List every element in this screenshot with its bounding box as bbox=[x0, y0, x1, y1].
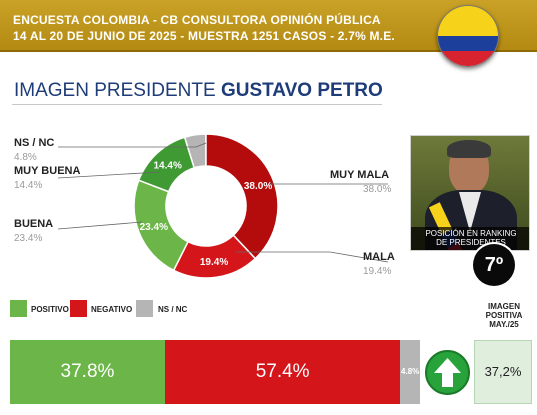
bar-segment-ns-nc: 4.8% bbox=[400, 340, 420, 404]
photo-caption-line2: DE PRESIDENTES bbox=[436, 238, 506, 247]
donut-slice-mala bbox=[172, 234, 257, 279]
page-title: IMAGEN PRESIDENTE GUSTAVO PETRO bbox=[14, 80, 383, 102]
label-buena: BUENA bbox=[14, 218, 54, 230]
pct-muy-buena: 14.4% bbox=[14, 180, 43, 191]
slice-label-muy-mala: 38.0% bbox=[244, 181, 272, 192]
legend-swatch-positivo bbox=[10, 300, 27, 317]
donut-slice-muy-buena bbox=[137, 136, 196, 193]
pct-muy-mala: 38.0% bbox=[363, 184, 392, 195]
image-positive-line2: POSITIVA bbox=[485, 311, 523, 320]
slice-label-muy-buena: 14.4% bbox=[153, 161, 181, 172]
title-divider bbox=[12, 104, 382, 105]
slice-label-buena: 23.4% bbox=[140, 222, 168, 233]
bar-segment-positivo: 37.8% bbox=[10, 340, 165, 404]
president-photo: POSICIÓN EN RANKING DE PRESIDENTES bbox=[410, 135, 530, 251]
legend-label-negativo: NEGATIVO bbox=[91, 305, 133, 314]
title-name: GUSTAVO PETRO bbox=[220, 80, 383, 101]
image-positive-line3: MAY./25 bbox=[489, 320, 519, 329]
donut-slice-buena bbox=[133, 179, 190, 272]
pct-mala: 19.4% bbox=[363, 266, 392, 277]
arrow-up-icon bbox=[425, 350, 470, 395]
slice-label-mala: 19.4% bbox=[200, 257, 228, 268]
image-positive-line1: IMAGEN bbox=[488, 302, 520, 311]
survey-title: ENCUESTA COLOMBIA - CB CONSULTORA OPINIÓ… bbox=[13, 13, 381, 27]
leader-line-ns-nc-diag bbox=[195, 142, 207, 148]
leader-line-buena bbox=[57, 221, 143, 230]
label-muy-buena: MUY BUENA bbox=[14, 165, 81, 177]
title-prefix: IMAGEN PRESIDENTE bbox=[14, 80, 216, 101]
leader-line-mala-diag bbox=[329, 251, 389, 263]
legend-label-positivo: POSITIVO bbox=[31, 305, 69, 314]
pct-buena: 23.4% bbox=[14, 233, 43, 244]
rank-badge: 7º bbox=[473, 244, 515, 286]
pct-ns-nc: 4.8% bbox=[14, 152, 37, 163]
leader-line-muy-buena bbox=[57, 171, 161, 179]
image-positive-label: IMAGEN POSITIVA MAY./25 bbox=[476, 302, 532, 329]
photo-caption: POSICIÓN EN RANKING DE PRESIDENTES bbox=[411, 227, 529, 250]
survey-details: 14 AL 20 DE JUNIO DE 2025 - MUESTRA 1251… bbox=[13, 29, 395, 43]
legend-label-ns-nc: NS / NC bbox=[158, 305, 188, 314]
label-ns-nc: NS / NC bbox=[14, 137, 55, 149]
label-mala: MALA bbox=[363, 251, 395, 263]
donut-slice-muy-mala bbox=[205, 133, 279, 260]
legend-swatch-ns-nc bbox=[136, 300, 153, 317]
image-positive-value: 37,2% bbox=[474, 340, 532, 404]
photo-caption-line1: POSICIÓN EN RANKING bbox=[425, 229, 517, 238]
legend-swatch-negativo bbox=[70, 300, 87, 317]
label-muy-mala: MUY MALA bbox=[330, 169, 390, 181]
bar-segment-negativo: 57.4% bbox=[164, 340, 401, 404]
